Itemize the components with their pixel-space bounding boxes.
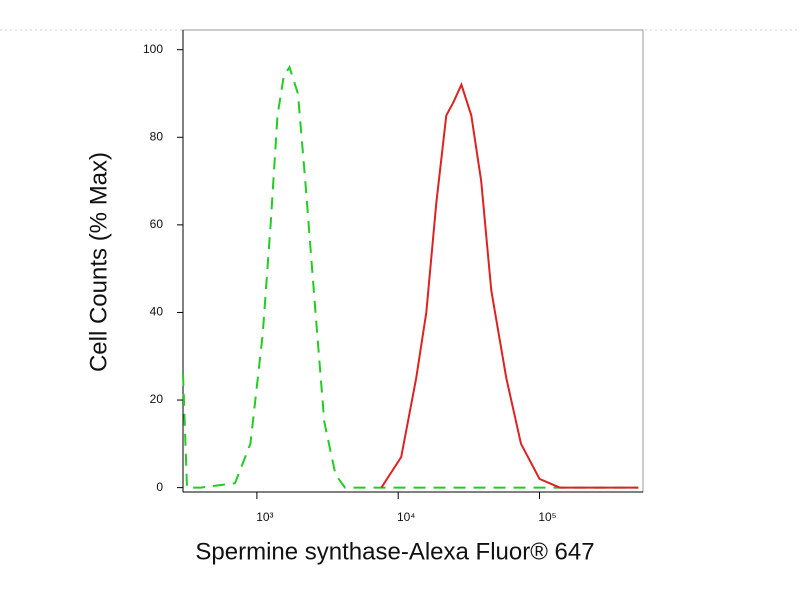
x-tick-label: 10⁵	[538, 510, 556, 524]
y-axis-label: Cell Counts (% Max)	[85, 152, 112, 372]
y-tick-label: 60	[150, 217, 164, 231]
y-tick-label: 100	[143, 42, 163, 56]
y-tick-label: 0	[156, 480, 163, 494]
y-tick-label: 20	[150, 392, 164, 406]
y-tick-label: 80	[150, 129, 164, 143]
x-axis-label: Spermine synthase-Alexa Fluor® 647	[195, 538, 594, 565]
x-tick-label: 10⁴	[397, 510, 416, 524]
series-line	[380, 81, 639, 489]
series-line	[182, 64, 639, 489]
x-tick-label: 10³	[256, 510, 273, 524]
y-tick-label: 40	[150, 305, 164, 319]
